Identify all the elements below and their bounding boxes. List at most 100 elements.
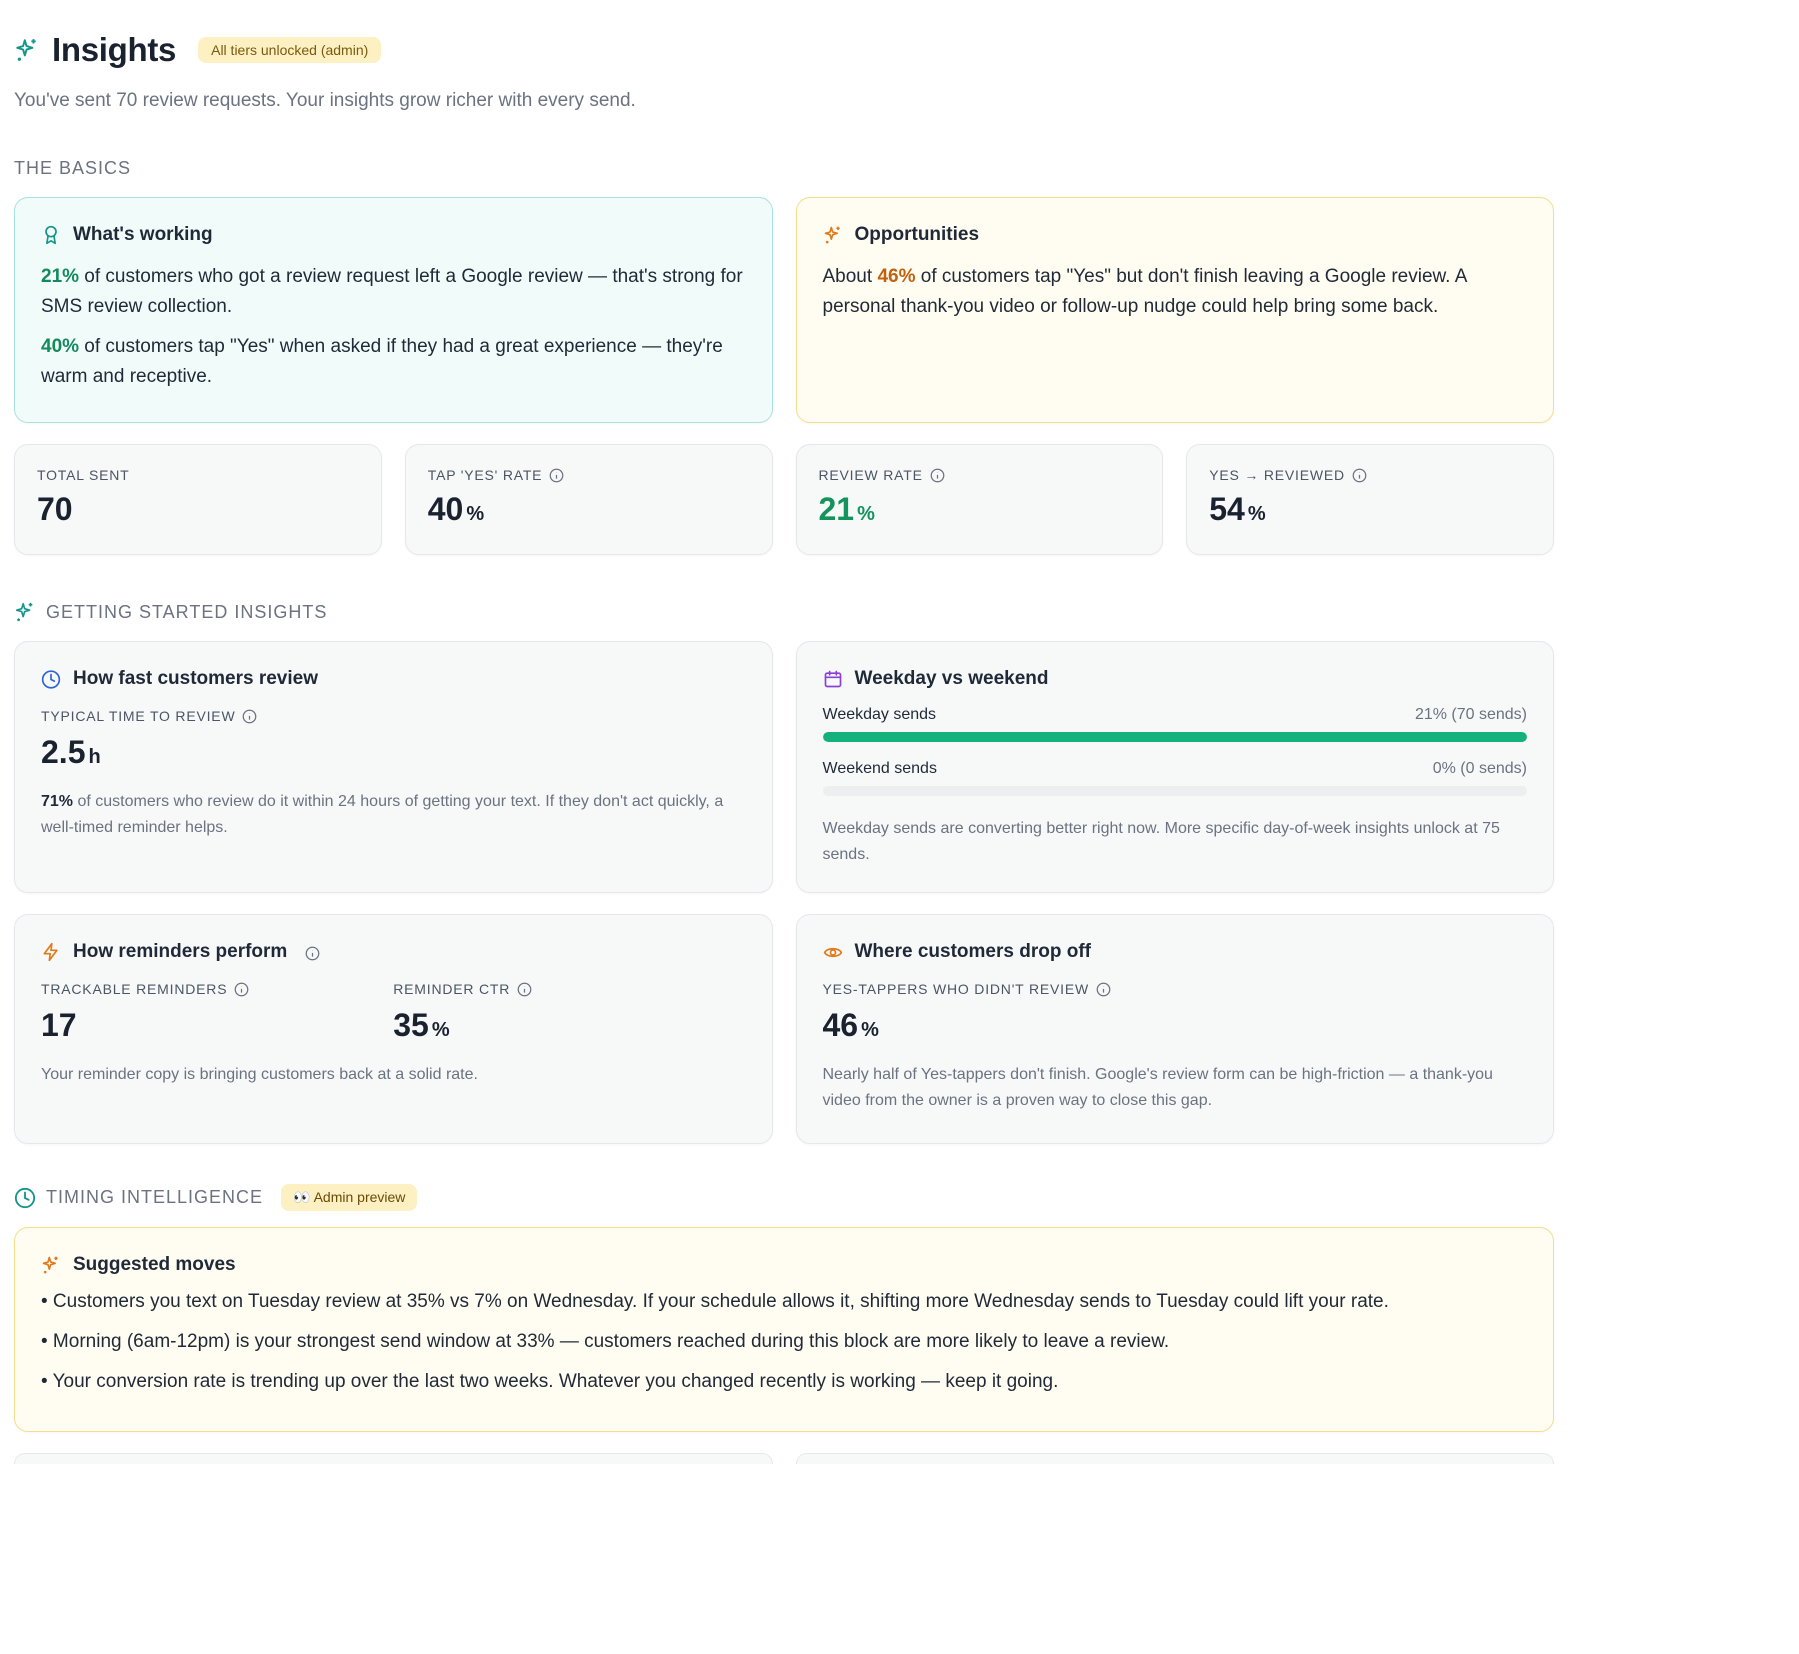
dropoff-card: Where customers drop off YES-TAPPERS WHO… <box>795 914 1554 1144</box>
whats-working-title: What's working <box>73 224 213 245</box>
section-timing-label: TIMING INTELLIGENCE <box>46 1187 264 1207</box>
stat-number: 40 <box>427 491 464 527</box>
basics-stats: TOTAL SENT 70 TAP 'YES' RATE 40% REVIEW … <box>14 444 1554 555</box>
lightning-icon <box>41 942 61 962</box>
trackable-value: 17 <box>41 1007 393 1044</box>
section-getting-started: GETTING STARTED INSIGHTS <box>14 601 1554 623</box>
info-icon[interactable] <box>549 468 564 483</box>
weekday-label: Weekday sends <box>822 706 937 723</box>
suggestion-item: • Customers you text on Tuesday review a… <box>41 1291 1389 1312</box>
stat-number: 21 <box>818 491 855 527</box>
stat-label: YES → REVIEWED <box>1209 467 1531 483</box>
metric-label: REMINDER CTR <box>393 981 745 997</box>
stat-label: TOTAL SENT <box>37 467 359 483</box>
working-pct-2: 40% <box>41 336 80 357</box>
stat-unit: % <box>1247 503 1266 525</box>
metric-unit: h <box>88 746 101 768</box>
stat-value: 21% <box>819 491 1141 528</box>
stat-number: 70 <box>37 491 73 527</box>
stat-label-text: TOTAL SENT <box>37 467 130 483</box>
stat-value: 70 <box>37 491 359 528</box>
info-icon[interactable] <box>242 709 257 724</box>
award-icon <box>41 225 61 245</box>
weekday-value: 21% (70 sends) <box>1414 706 1527 723</box>
eye-icon <box>823 942 843 962</box>
tier-badge: All tiers unlocked (admin) <box>198 37 382 63</box>
stat-total-sent: TOTAL SENT 70 <box>14 444 382 555</box>
calendar-icon <box>823 669 843 689</box>
opportunity-insight: About 46% of customers tap "Yes" but don… <box>823 262 1528 322</box>
review-speed-card: How fast customers review TYPICAL TIME T… <box>14 641 773 893</box>
metric-label-text: YES-TAPPERS WHO DIDN'T REVIEW <box>822 981 1089 997</box>
stat-label-text: YES → REVIEWED <box>1209 467 1345 483</box>
admin-preview-badge: 👀 Admin preview <box>281 1184 418 1211</box>
dropoff-header: Where customers drop off <box>823 941 1528 963</box>
metric-label: YES-TAPPERS WHO DIDN'T REVIEW <box>823 981 1528 997</box>
metric-label: TYPICAL TIME TO REVIEW <box>41 708 746 724</box>
weekday-row: Weekday sends 21% (70 sends) <box>823 706 1528 724</box>
metric-label-text: TYPICAL TIME TO REVIEW <box>41 708 236 724</box>
opportunity-prefix: About <box>822 266 878 287</box>
info-icon[interactable] <box>1096 982 1111 997</box>
metric-label-text: REMINDER CTR <box>393 981 511 997</box>
getting-started-row-2: How reminders perform TRACKABLE REMINDER… <box>14 914 1554 1144</box>
review-speed-header: How fast customers review <box>41 668 746 690</box>
getting-started-row-1: How fast customers review TYPICAL TIME T… <box>14 641 1554 893</box>
metric-label: TRACKABLE REMINDERS <box>41 981 393 997</box>
stat-label: TAP 'YES' RATE <box>428 467 750 483</box>
working-insight-1: 21% of customers who got a review reques… <box>41 262 746 322</box>
page-title: Insights <box>52 31 177 68</box>
reminders-note: Your reminder copy is bringing customers… <box>41 1066 478 1083</box>
weekend-value: 0% (0 sends) <box>1432 760 1527 777</box>
stat-yes-reviewed: YES → REVIEWED 54% <box>1186 444 1554 555</box>
weekday-note: Weekday sends are converting better righ… <box>822 820 1500 863</box>
metric-label-text: TRACKABLE REMINDERS <box>41 981 228 997</box>
next-card-right <box>795 1453 1554 1464</box>
insights-page: Insights All tiers unlocked (admin) You'… <box>14 0 1554 1464</box>
working-text-1: of customers who got a review request le… <box>41 266 743 317</box>
weekday-weekend-card: Weekday vs weekend Weekday sends 21% (70… <box>795 641 1554 893</box>
sparkle-icon <box>14 601 36 623</box>
suggestion-item: • Your conversion rate is trending up ov… <box>41 1371 1059 1392</box>
info-icon[interactable] <box>930 468 945 483</box>
opportunity-pct: 46% <box>877 266 916 287</box>
stat-value: 54% <box>1209 491 1531 528</box>
metric-number: 46 <box>822 1007 859 1043</box>
metric-number: 35 <box>393 1007 429 1043</box>
page-subtitle: You've sent 70 review requests. Your ins… <box>14 90 636 111</box>
section-getting-started-label: GETTING STARTED INSIGHTS <box>46 601 328 622</box>
stat-tap-yes-rate: TAP 'YES' RATE 40% <box>404 444 773 555</box>
suggested-moves-card: Suggested moves • Customers you text on … <box>14 1227 1554 1432</box>
reminders-metrics: TRACKABLE REMINDERS 17 REMINDER CTR 35% <box>41 963 746 1044</box>
info-icon[interactable] <box>1352 468 1367 483</box>
stat-unit: % <box>466 503 485 525</box>
info-icon[interactable] <box>305 945 320 960</box>
sparkle-icon <box>14 37 40 63</box>
metric-unit: % <box>431 1019 450 1041</box>
review-speed-title: How fast customers review <box>73 668 318 689</box>
reminders-title: How reminders perform <box>73 941 288 962</box>
stat-label: REVIEW RATE <box>819 467 1141 483</box>
clock-icon <box>14 1187 36 1209</box>
weekday-weekend-header: Weekday vs weekend <box>823 668 1528 690</box>
page-header: Insights All tiers unlocked (admin) <box>14 30 1554 70</box>
sparkle-icon <box>41 1255 61 1275</box>
reminders-header: How reminders perform <box>41 941 746 963</box>
next-cards-stub <box>14 1453 1554 1464</box>
metric-number: 2.5 <box>41 734 86 770</box>
weekend-label: Weekend sends <box>822 760 937 777</box>
dropoff-title: Where customers drop off <box>854 941 1091 962</box>
trackable-reminders: TRACKABLE REMINDERS 17 <box>41 963 393 1044</box>
dropoff-value: 46% <box>823 1007 1528 1044</box>
opportunity-text: of customers tap "Yes" but don't finish … <box>822 266 1467 317</box>
suggestion-item: • Morning (6am-12pm) is your strongest s… <box>41 1331 1170 1352</box>
ctr-value: 35% <box>393 1007 745 1044</box>
reminder-ctr: REMINDER CTR 35% <box>393 963 745 1044</box>
weekday-bar <box>822 732 1527 742</box>
info-icon[interactable] <box>234 982 249 997</box>
working-insight-2: 40% of customers tap "Yes" when asked if… <box>41 332 746 392</box>
whats-working-card: What's working 21% of customers who got … <box>14 197 773 423</box>
stat-label-text: REVIEW RATE <box>818 467 923 483</box>
info-icon[interactable] <box>517 982 532 997</box>
weekday-weekend-title: Weekday vs weekend <box>854 668 1049 689</box>
